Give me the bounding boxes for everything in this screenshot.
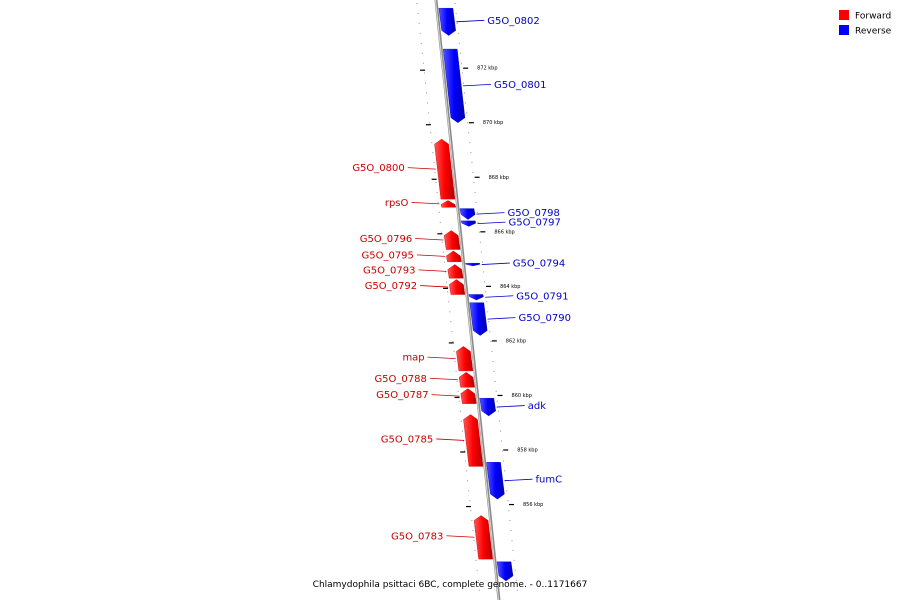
gene-label[interactable]: G5O_0785	[381, 434, 433, 445]
tick-label: 856 kbp	[523, 502, 543, 508]
tick-label: 866 kbp	[494, 229, 514, 235]
gene-g5o-0783[interactable]	[473, 515, 493, 560]
gene-g5o-0798[interactable]	[459, 208, 476, 220]
gene-label[interactable]: G5O_0802	[487, 16, 539, 27]
gene-label-leader	[436, 438, 465, 441]
guide-dots	[454, 2, 519, 598]
gene-label[interactable]: G5O_0801	[494, 80, 546, 91]
gene-label-leader	[427, 356, 456, 360]
gene-g5o-0800[interactable]	[434, 138, 456, 200]
gene-label-leader	[416, 254, 445, 257]
gene-label-leader	[446, 535, 475, 538]
genome-axis-group	[434, 0, 501, 600]
gene-label-leader	[504, 478, 533, 482]
gene-g5o-0802[interactable]	[438, 7, 456, 36]
gene-g5o-0793[interactable]	[447, 264, 464, 279]
tick-label: 870 kbp	[483, 120, 503, 126]
gene-g5o-0797[interactable]	[460, 220, 477, 227]
gene-label-leader	[487, 317, 516, 320]
gene-g5o-0791[interactable]	[468, 294, 484, 301]
gene-label-leader	[418, 269, 447, 272]
gene-label-leader	[477, 221, 506, 225]
tick-label: 862 kbp	[506, 338, 526, 344]
gene-map[interactable]	[456, 346, 474, 372]
gene-label[interactable]: G5O_0792	[365, 281, 417, 292]
gene-label-leader	[462, 84, 492, 87]
gene-label-leader	[476, 212, 505, 215]
tick-label: 860 kbp	[512, 393, 532, 399]
legend-swatch	[839, 10, 849, 20]
gene-label-leader	[407, 167, 436, 170]
legend: Forward Reverse	[839, 10, 892, 37]
gene-adk[interactable]	[479, 398, 496, 417]
tick-label: 864 kbp	[500, 284, 520, 290]
gene-fumc[interactable]	[486, 462, 505, 500]
gene-label[interactable]: rpsO	[385, 198, 409, 209]
gene-label[interactable]: G5O_0800	[352, 163, 404, 174]
gene-g5o-0801[interactable]	[442, 48, 466, 123]
gene-label-leader	[415, 238, 444, 241]
gene-label[interactable]: G5O_0788	[374, 374, 426, 385]
gene-label[interactable]: fumC	[535, 475, 562, 486]
gene-g5o-0794[interactable]	[465, 263, 481, 267]
gene-label[interactable]: G5O_0787	[376, 390, 428, 401]
gene-label[interactable]: adk	[528, 401, 546, 412]
gene-label[interactable]: G5O_0795	[361, 250, 413, 261]
gene-label-leader	[420, 285, 449, 288]
gene-g5o-0792[interactable]	[449, 279, 466, 295]
gene-label[interactable]: G5O_0796	[360, 234, 412, 245]
gene-label[interactable]: G5O_0783	[391, 531, 443, 542]
gene-label[interactable]: G5O_0791	[516, 291, 568, 302]
gene-g5o-0796[interactable]	[443, 230, 461, 250]
gene-g5o-0785[interactable]	[463, 414, 484, 467]
gene-label[interactable]: G5O_0797	[508, 218, 560, 229]
tick-label: 858 kbp	[517, 448, 537, 454]
gene-label-leader	[485, 295, 514, 298]
gene-label-leader	[431, 394, 460, 397]
tick-group: 872 kbp 870 kbp 868 kbp 866 kbp 864 kbp 862 k…	[420, 66, 543, 508]
gene-partial[interactable]	[496, 561, 514, 582]
gene-label-leader	[456, 19, 485, 23]
tick-label: 872 kbp	[477, 66, 497, 72]
gene-g5o-0795[interactable]	[446, 250, 462, 262]
gene-rpso[interactable]	[440, 200, 457, 208]
gene-g5o-0790[interactable]	[469, 302, 488, 336]
legend-label: Forward	[855, 12, 891, 22]
caption: Chlamydophila psittaci 6BC, complete gen…	[313, 580, 588, 590]
gene-label-leader	[411, 201, 440, 205]
gene-group: G5O_0802G5O_0801G5O_0800rpsOG5O_0798G5O_…	[352, 7, 571, 582]
gene-label[interactable]: G5O_0790	[519, 313, 571, 324]
legend-swatch	[839, 25, 849, 35]
gene-label[interactable]: G5O_0798	[507, 208, 559, 219]
gene-g5o-0787[interactable]	[460, 388, 477, 404]
gene-label[interactable]: G5O_0793	[363, 265, 415, 276]
gene-label[interactable]: map	[402, 353, 424, 364]
gene-label-leader	[429, 377, 458, 381]
tick-label: 868 kbp	[489, 175, 509, 181]
gene-label-leader	[496, 405, 525, 408]
gene-label[interactable]: G5O_0794	[513, 259, 565, 270]
gene-label-leader	[481, 262, 510, 265]
gene-g5o-0788[interactable]	[458, 372, 475, 388]
genome-axis-highlight	[435, 0, 499, 600]
legend-label: Reverse	[855, 27, 892, 37]
